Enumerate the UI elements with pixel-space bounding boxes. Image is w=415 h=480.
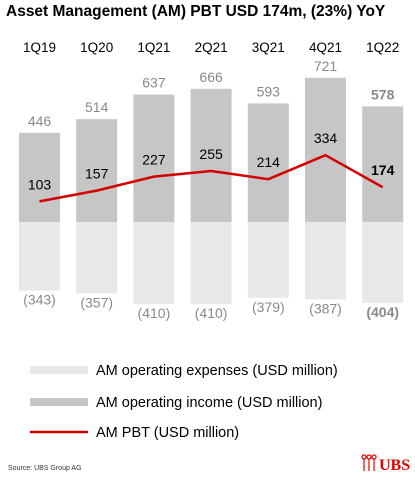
legend-label-pbt: AM PBT (USD million) (96, 425, 239, 441)
ubs-logo-text: UBS (379, 457, 410, 474)
legend-swatch-expenses (30, 366, 88, 374)
pbt-value-label: 334 (314, 130, 338, 146)
pbt-value-label: 157 (85, 166, 109, 182)
pbt-value-label: 214 (257, 154, 281, 170)
income-value-label: 637 (142, 75, 166, 91)
pbt-value-label: 103 (28, 176, 52, 192)
income-value-label: 446 (28, 113, 52, 129)
category-label: 1Q19 (23, 40, 56, 55)
income-value-label: 514 (85, 99, 109, 115)
income-bar-4Q21 (305, 77, 346, 222)
expense-value-label: (404) (366, 304, 399, 320)
income-bar-1Q21 (133, 94, 175, 222)
legend-label-expenses: AM operating expenses (USD million) (96, 363, 338, 379)
category-label: 4Q21 (309, 40, 342, 55)
income-bar-1Q19 (19, 132, 60, 222)
expense-value-label: (357) (80, 294, 113, 310)
legend-label-income: AM operating income (USD million) (96, 395, 322, 411)
expense-bar-4Q21 (305, 222, 346, 300)
expense-value-label: (410) (195, 305, 228, 321)
legend-item-pbt: AM PBT (USD million) (30, 425, 239, 441)
expense-value-label: (410) (138, 305, 171, 321)
income-value-label: 578 (371, 86, 395, 102)
legend-item-expenses: AM operating expenses (USD million) (30, 363, 338, 379)
income-value-label: 721 (314, 58, 338, 74)
expense-value-label: (387) (309, 300, 342, 316)
income-value-label: 593 (257, 83, 281, 99)
keys-icon (361, 454, 377, 471)
pbt-line (39, 153, 384, 203)
category-label: 3Q21 (252, 40, 285, 55)
expense-value-label: (379) (252, 299, 285, 315)
source-note: Source: UBS Group AG (8, 465, 82, 472)
pbt-value-label: 174 (371, 162, 395, 178)
pbt-value-label: 227 (142, 152, 166, 168)
expense-bar-3Q21 (247, 222, 289, 298)
income-bar-1Q22 (362, 106, 404, 222)
income-bar-2Q21 (190, 88, 232, 222)
expense-bar-1Q20 (76, 222, 118, 294)
income-value-label: 666 (199, 69, 223, 85)
expense-bar-1Q21 (133, 222, 175, 304)
legend-swatch-income (30, 398, 88, 406)
expense-bar-1Q22 (362, 222, 404, 303)
chart-title: Asset Management (AM) PBT USD 174m, (23%… (6, 3, 386, 20)
pbt-value-label: 255 (199, 146, 223, 162)
category-label: 1Q20 (80, 40, 113, 55)
legend: AM operating expenses (USD million) AM o… (30, 363, 338, 441)
expense-value-label: (343) (23, 292, 56, 308)
category-label: 1Q21 (137, 40, 170, 55)
income-bar-1Q20 (76, 119, 118, 222)
category-label: 1Q22 (366, 40, 399, 55)
legend-item-income: AM operating income (USD million) (30, 395, 322, 411)
expense-bar-1Q19 (19, 222, 60, 291)
income-bar-3Q21 (247, 103, 289, 222)
category-label: 2Q21 (195, 40, 228, 55)
expense-bar-2Q21 (190, 222, 232, 304)
ubs-logo: UBS (361, 454, 410, 474)
